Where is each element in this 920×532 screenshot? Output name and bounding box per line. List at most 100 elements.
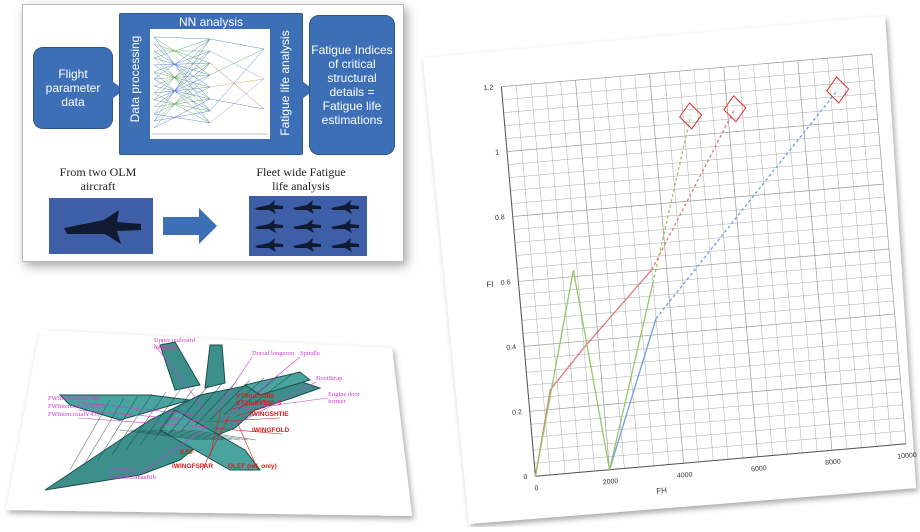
cad-callout-label: FWIntercostalY488 <box>48 395 100 402</box>
grid-line-horizontal <box>514 209 886 243</box>
limit-diamond-marker <box>723 95 747 123</box>
cad-callout-label: VTStubY588 <box>236 393 274 400</box>
grid-line-horizontal <box>525 326 896 360</box>
cad-callout-label: Engine door former <box>328 391 361 405</box>
nn-network-graphic <box>150 29 270 139</box>
grid-line-horizontal <box>516 222 887 256</box>
cad-paper <box>6 330 412 516</box>
grid-line-horizontal <box>511 170 883 204</box>
grid-line-horizontal <box>526 339 897 373</box>
x-tick-label: 2000 <box>603 478 619 486</box>
x-tick-label: 6000 <box>751 465 767 473</box>
grid-line-horizontal <box>503 80 875 113</box>
flight-parameter-label: Flight parameter data <box>45 67 101 109</box>
x-tick-label: 0 <box>534 485 539 492</box>
cad-callout-label: Spindle <box>300 350 320 357</box>
cad-callout-label: BootStrap <box>316 375 342 382</box>
chart-ticks: 0 2000 4000 6000 8000 10000 0 0.2 0.4 0.6 0.8 1 1.2 <box>483 84 917 492</box>
data-processing-label: Data processing <box>128 35 142 123</box>
fleet-jet-icon <box>255 238 283 252</box>
nn-analysis-title: NN analysis <box>178 15 244 29</box>
x-tick-label: 8000 <box>825 459 841 467</box>
chart-markers <box>679 76 850 130</box>
grid-line-horizontal <box>502 67 874 100</box>
olm-aircraft-image <box>49 198 153 254</box>
y-tick-label: 0 <box>523 474 528 481</box>
chart-axes <box>500 86 907 477</box>
nn-analysis-panel: Flight parameter data NN analysis Data p… <box>22 4 404 262</box>
grid-line-horizontal <box>527 352 899 386</box>
nn-network-svg <box>152 36 268 135</box>
grid-line-horizontal <box>532 404 903 438</box>
fleet-jets-icon <box>255 200 359 252</box>
y-tick-label: 1 <box>495 149 500 156</box>
chart-plot: 020004000600080001000000.20.40.60.811.2 … <box>483 53 917 496</box>
grid-line-horizontal <box>507 118 878 152</box>
fatigue-indices-box: Fatigue Indices of critical structural d… <box>309 15 395 155</box>
fatigue-life-analysis-label: Fatigue life analysis <box>278 30 292 136</box>
grid-line-horizontal <box>508 131 879 165</box>
chart-grid <box>501 53 907 477</box>
fatigue-chart-panel: 0 2000 4000 6000 8000 10000 0 0.2 0.4 0.6 0.8 1 1.2 … <box>420 0 920 527</box>
grid-line-horizontal <box>510 157 882 191</box>
grid-line-horizontal <box>512 183 884 217</box>
grid-line-horizontal <box>534 430 905 464</box>
grid-line-horizontal <box>509 144 880 178</box>
grid-line-horizontal <box>501 53 872 88</box>
fleet-jet-icon <box>255 219 283 233</box>
grid-line-horizontal <box>529 378 901 412</box>
x-axis-label: FH <box>656 486 668 496</box>
cad-callout-label: IWINGFOLD <box>252 427 289 434</box>
series-line <box>608 318 657 470</box>
y-axis-label: FI <box>486 280 494 290</box>
fleet-caption: Fleet wide Fatigue life analysis <box>256 165 346 193</box>
fleet-image <box>249 196 367 256</box>
fleet-jet-icon <box>331 200 359 214</box>
grid-line-horizontal <box>530 391 902 425</box>
cad-callout-label: OLEF (ref. only) <box>228 463 277 470</box>
cad-callout-label: FY508 & FWARChinaaRib <box>110 467 156 481</box>
fleet-jet-icon <box>293 200 321 214</box>
cad-callout-label: Dorsal longeron <box>252 350 295 357</box>
grid-line-horizontal <box>528 365 900 399</box>
fleet-jet-icon <box>331 219 359 233</box>
y-tick-label: 1.2 <box>483 84 493 92</box>
cad-callout-label: Upper outboard longeron <box>154 337 196 351</box>
fatigue-chart-svg: 020004000600080001000000.20.40.60.811.2 … <box>423 16 917 524</box>
y-tick-label: 0.8 <box>495 214 505 222</box>
grid-line-horizontal <box>520 274 892 308</box>
x-tick-label: 10000 <box>897 452 917 461</box>
fleet-jet-icon <box>293 238 321 252</box>
limit-diamond-marker <box>679 102 703 130</box>
arrow-head-to-fleet <box>199 208 217 244</box>
grid-line-horizontal <box>522 300 894 334</box>
from-olm-caption: From two OLM aircraft <box>59 165 137 193</box>
cad-callout-label: FWIntercostalY470.5 <box>48 403 105 410</box>
arrow-to-fleet <box>163 217 199 235</box>
grid-line-horizontal <box>533 417 904 451</box>
chart-series <box>534 89 839 477</box>
cad-callout-label: IWINGFSPAR <box>172 463 213 470</box>
series-extrapolation-line <box>651 108 736 271</box>
fleet-jet-icon <box>255 200 283 214</box>
grid-line-horizontal <box>518 248 890 282</box>
cad-callout-label: ILEF <box>180 449 194 456</box>
y-tick-label: 0.6 <box>500 279 510 287</box>
grid-line-horizontal <box>519 261 891 295</box>
grid-line-horizontal <box>521 287 893 321</box>
y-axis <box>500 86 536 477</box>
grid-line-horizontal <box>513 196 885 230</box>
grid-line-horizontal <box>504 93 876 126</box>
cad-callout-label: IWINGSHTIE <box>250 411 289 418</box>
x-tick-label: 4000 <box>677 472 693 480</box>
fleet-jet-icon <box>293 219 321 233</box>
aircraft-model <box>44 341 322 491</box>
chart-paper <box>423 16 916 524</box>
jet-silhouette-icon <box>64 210 141 244</box>
y-tick-label: 0.4 <box>506 344 516 352</box>
fleet-jet-icon <box>331 238 359 252</box>
series-extrapolation-line <box>652 115 692 283</box>
grid-line-horizontal <box>517 235 888 269</box>
fatigue-indices-label: Fatigue Indices of critical structural d… <box>311 43 393 127</box>
y-tick-label: 0.2 <box>512 409 522 417</box>
